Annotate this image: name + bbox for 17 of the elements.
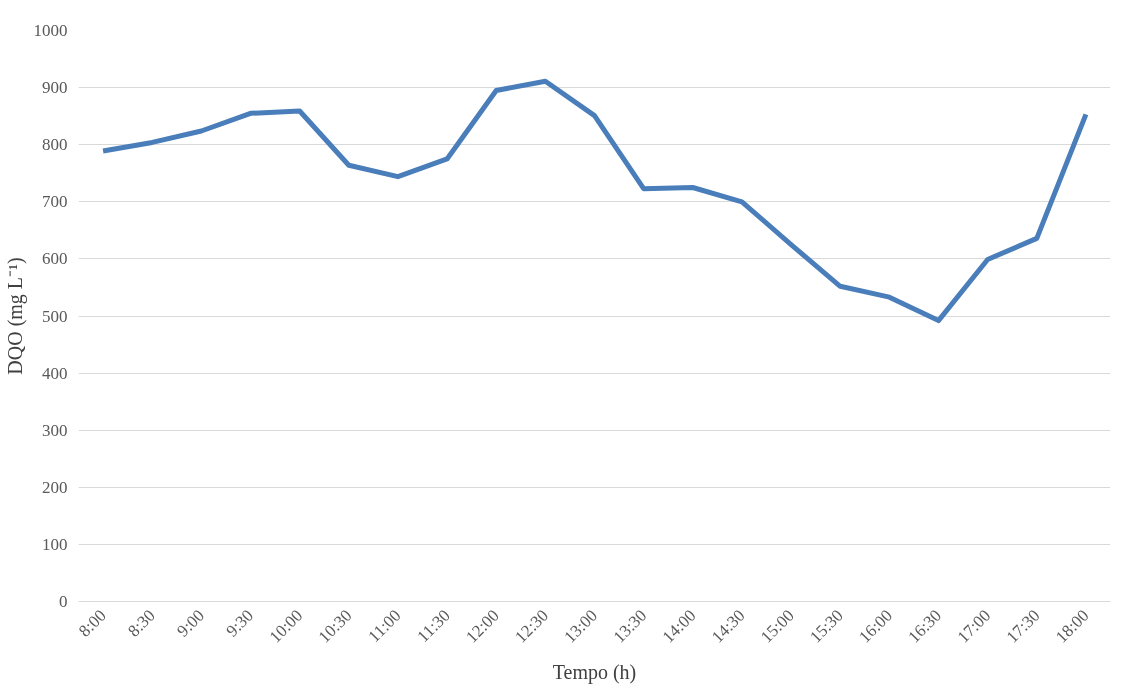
y-tick-label: 200 [42, 477, 68, 497]
y-tick-label: 100 [42, 534, 68, 554]
x-tick-label: 8:30 [124, 605, 159, 641]
x-axis-title: Tempo (h) [552, 661, 637, 685]
y-tick-label: 700 [42, 192, 68, 212]
y-tick-label: 600 [42, 249, 68, 269]
x-tick-label: 9:30 [222, 605, 258, 641]
y-tick-label: 1000 [33, 21, 68, 40]
x-tick-label: 9:00 [173, 605, 209, 641]
y-tick-label: 800 [42, 135, 68, 155]
y-tick-label: 400 [42, 363, 68, 383]
y-tick-label: 300 [42, 420, 68, 440]
y-tick-label: 900 [42, 78, 68, 98]
x-tick-label: 8:00 [74, 605, 110, 641]
y-tick-label: 500 [42, 306, 68, 326]
y-tick-label: 0 [59, 592, 68, 611]
y-axis-title: DQO (mg L⁻¹) [3, 257, 27, 375]
